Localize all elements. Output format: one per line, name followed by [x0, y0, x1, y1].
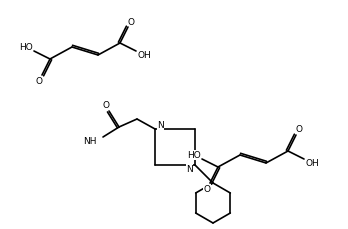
- Text: HO: HO: [19, 43, 33, 52]
- Text: OH: OH: [305, 159, 319, 168]
- Text: OH: OH: [137, 51, 151, 60]
- Text: O: O: [103, 101, 110, 110]
- Text: N: N: [157, 121, 164, 130]
- Text: O: O: [204, 185, 211, 194]
- Text: N: N: [186, 165, 193, 174]
- Text: O: O: [127, 17, 134, 26]
- Text: O: O: [35, 77, 42, 86]
- Text: O: O: [295, 125, 302, 134]
- Text: HO: HO: [187, 151, 201, 160]
- Text: NH: NH: [84, 137, 97, 146]
